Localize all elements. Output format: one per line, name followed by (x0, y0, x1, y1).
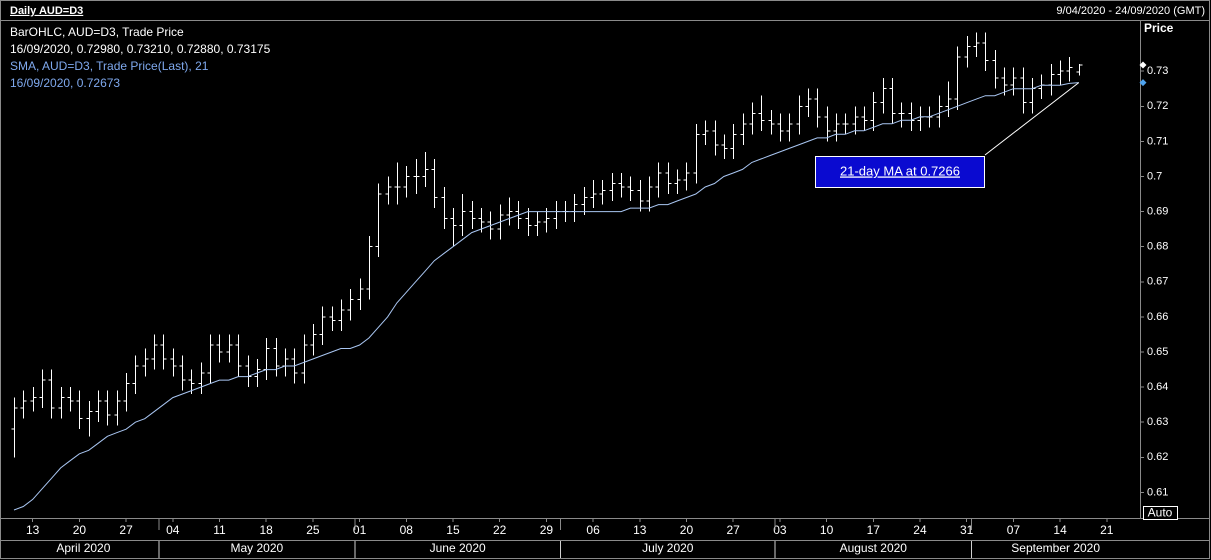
x-tick-label: 25 (306, 523, 320, 537)
x-tick-label: 10 (820, 523, 834, 537)
x-tick-label: 27 (119, 523, 133, 537)
x-tick-label: 08 (400, 523, 414, 537)
x-tick-label: 21 (1100, 523, 1114, 537)
y-tick-label: 0.67 (1147, 276, 1168, 288)
x-tick-label: 15 (446, 523, 460, 537)
x-tick-label: 18 (260, 523, 274, 537)
y-tick-label: 0.62 (1147, 451, 1168, 463)
date-range: 9/04/2020 - 24/09/2020 (GMT) (1056, 5, 1205, 17)
auto-button[interactable] (1143, 506, 1178, 520)
annotation-text: 21-day MA at 0.7266 (840, 163, 960, 178)
x-tick-label: 03 (773, 523, 787, 537)
annotation-box (815, 156, 985, 188)
sma-line (13, 82, 1079, 511)
y-tick-label: 0.65 (1147, 346, 1168, 358)
chart-title: Daily AUD=D3 (10, 5, 83, 17)
month-label: April 2020 (56, 541, 110, 555)
x-tick-label: 20 (680, 523, 694, 537)
x-tick-label: 01 (353, 523, 367, 537)
x-tick-label: 24 (913, 523, 927, 537)
x-tick-label: 06 (586, 523, 600, 537)
x-tick-label: 27 (727, 523, 741, 537)
y-tick-label: 0.61 (1147, 486, 1168, 498)
y-axis-label: Price (1144, 21, 1174, 35)
x-tick-label: 29 (540, 523, 554, 537)
annotation-connector (984, 82, 1080, 156)
y-tick-label: 0.7 (1147, 170, 1162, 182)
x-tick-label: 22 (493, 523, 507, 537)
last-value-marker (1139, 61, 1147, 69)
x-tick-label: 04 (166, 523, 180, 537)
x-tick-label: 13 (633, 523, 647, 537)
legend-line: BarOHLC, AUD=D3, Trade Price (10, 25, 184, 39)
month-label: September 2020 (1011, 541, 1100, 555)
x-tick-label: 14 (1053, 523, 1067, 537)
y-tick-label: 0.71 (1147, 135, 1168, 147)
month-label: June 2020 (430, 541, 486, 555)
y-tick-label: 0.63 (1147, 416, 1168, 428)
month-label: May 2020 (230, 541, 283, 555)
y-tick-label: 0.72 (1147, 100, 1168, 112)
month-label: July 2020 (642, 541, 694, 555)
y-tick-label: 0.66 (1147, 311, 1168, 323)
y-tick-label: 0.69 (1147, 205, 1168, 217)
auto-label[interactable]: Auto (1148, 506, 1173, 520)
month-label: August 2020 (840, 541, 908, 555)
legend-line: 16/09/2020, 0.72980, 0.73210, 0.72880, 0… (10, 42, 271, 56)
legend-line: SMA, AUD=D3, Trade Price(Last), 21 (10, 59, 209, 73)
x-tick-label: 11 (213, 523, 226, 537)
x-tick-label: 31 (960, 523, 974, 537)
x-tick-label: 20 (73, 523, 87, 537)
y-tick-label: 0.68 (1147, 241, 1168, 253)
last-value-marker (1139, 79, 1147, 87)
legend-line: 16/09/2020, 0.72673 (10, 76, 120, 90)
y-tick-label: 0.64 (1147, 381, 1168, 393)
x-tick-label: 17 (867, 523, 881, 537)
x-tick-label: 13 (26, 523, 40, 537)
x-tick-label: 07 (1007, 523, 1021, 537)
y-tick-label: 0.73 (1147, 65, 1168, 77)
